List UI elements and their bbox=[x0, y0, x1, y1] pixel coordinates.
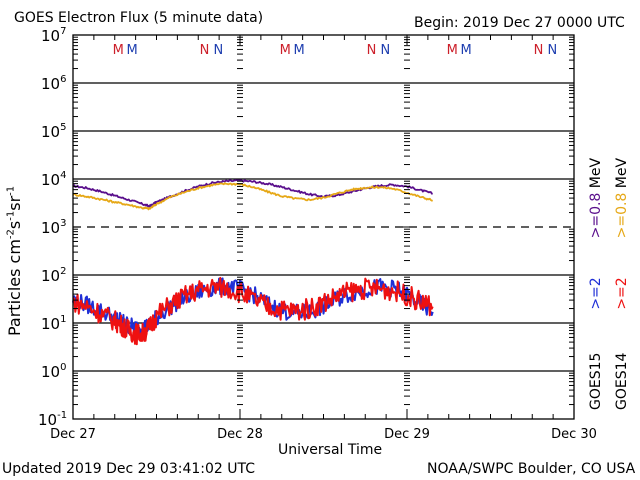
y-tick-base: 10 bbox=[41, 363, 60, 381]
y-tick-base: 10 bbox=[41, 315, 60, 333]
legend-goes14-unit: MeV bbox=[614, 157, 630, 189]
y-tick-base: 10 bbox=[38, 411, 57, 429]
grid-layer bbox=[73, 82, 574, 372]
credit: NOAA/SWPC Boulder, CO USA bbox=[427, 461, 636, 477]
marker-n: N bbox=[548, 43, 558, 58]
marker-m: M bbox=[127, 43, 138, 58]
y-tick-label: 102 bbox=[41, 266, 66, 285]
y-tick-label: 103 bbox=[41, 218, 66, 237]
marker-m: M bbox=[461, 43, 472, 58]
y-tick-exponent: 4 bbox=[60, 170, 66, 181]
y-tick-exponent: 7 bbox=[60, 26, 66, 37]
series-layer bbox=[72, 178, 434, 346]
legend-goes15-low: >=2 bbox=[588, 277, 604, 310]
marker-m: M bbox=[294, 43, 305, 58]
marker-n: N bbox=[534, 43, 544, 58]
legend-goes14-low: >=2 bbox=[614, 277, 630, 310]
y-tick-base: 10 bbox=[41, 27, 60, 45]
series-line-goes14-2-mev bbox=[72, 276, 434, 346]
series-line-goes15-0-8-mev bbox=[72, 178, 433, 209]
axis-layer bbox=[72, 34, 575, 420]
legend-goes14-satellite: GOES14 bbox=[614, 352, 630, 410]
x-axis-label: Universal Time bbox=[278, 442, 383, 458]
y-tick-label: 105 bbox=[41, 122, 66, 141]
y-tick-label: 106 bbox=[41, 74, 66, 93]
legend-goes15-satellite: GOES15 bbox=[588, 352, 604, 410]
y-tick-exponent: 3 bbox=[60, 218, 66, 229]
legend-goes14-high: >=0.8 bbox=[614, 192, 630, 239]
y-tick-exponent: 6 bbox=[60, 74, 66, 85]
y-tick-label: 107 bbox=[41, 26, 66, 45]
marker-m: M bbox=[447, 43, 458, 58]
series-line-goes14-0-8-mev bbox=[72, 182, 434, 211]
legend-goes15-high: >=0.8 bbox=[588, 192, 604, 239]
x-tick-label: Dec 28 bbox=[217, 427, 263, 442]
y-tick-base: 10 bbox=[41, 171, 60, 189]
marker-n: N bbox=[381, 43, 391, 58]
marker-n: N bbox=[214, 43, 224, 58]
y-tick-label: 104 bbox=[41, 170, 66, 189]
y-tick-exponent: 2 bbox=[60, 266, 66, 277]
y-tick-base: 10 bbox=[41, 123, 60, 141]
begin-time: Begin: 2019 Dec 27 0000 UTC bbox=[414, 15, 625, 31]
x-tick-label: Dec 30 bbox=[551, 427, 597, 442]
marker-m: M bbox=[113, 43, 124, 58]
legend-goes14: GOES14 >=2 >=0.8 MeV bbox=[614, 158, 630, 410]
y-axis-label: Particles cm-2s-1sr-1 bbox=[5, 186, 24, 336]
legend-goes15: GOES15 >=2 >=0.8 MeV bbox=[588, 158, 604, 410]
y-tick-label: 100 bbox=[41, 362, 66, 381]
y-tick-label: 10-1 bbox=[38, 410, 67, 429]
marker-m: M bbox=[280, 43, 291, 58]
marker-n: N bbox=[367, 43, 377, 58]
y-axis-label-text: Particles cm-2s-1sr-1 bbox=[5, 185, 24, 336]
y-tick-exponent: 0 bbox=[60, 362, 66, 373]
x-tick-label: Dec 29 bbox=[384, 427, 430, 442]
y-tick-base: 10 bbox=[41, 219, 60, 237]
y-tick-exponent: -1 bbox=[57, 410, 67, 421]
y-tick-base: 10 bbox=[41, 267, 60, 285]
x-tick-label: Dec 27 bbox=[50, 427, 96, 442]
marker-n: N bbox=[200, 43, 210, 58]
y-tick-label: 101 bbox=[41, 314, 66, 333]
legend-goes15-unit: MeV bbox=[588, 157, 604, 189]
y-tick-base: 10 bbox=[41, 75, 60, 93]
plot-frame bbox=[72, 34, 575, 420]
updated-time: Updated 2019 Dec 29 03:41:02 UTC bbox=[2, 461, 256, 477]
y-tick-exponent: 1 bbox=[60, 314, 66, 325]
y-tick-exponent: 5 bbox=[60, 122, 66, 133]
chart-title: GOES Electron Flux (5 minute data) bbox=[14, 10, 264, 26]
